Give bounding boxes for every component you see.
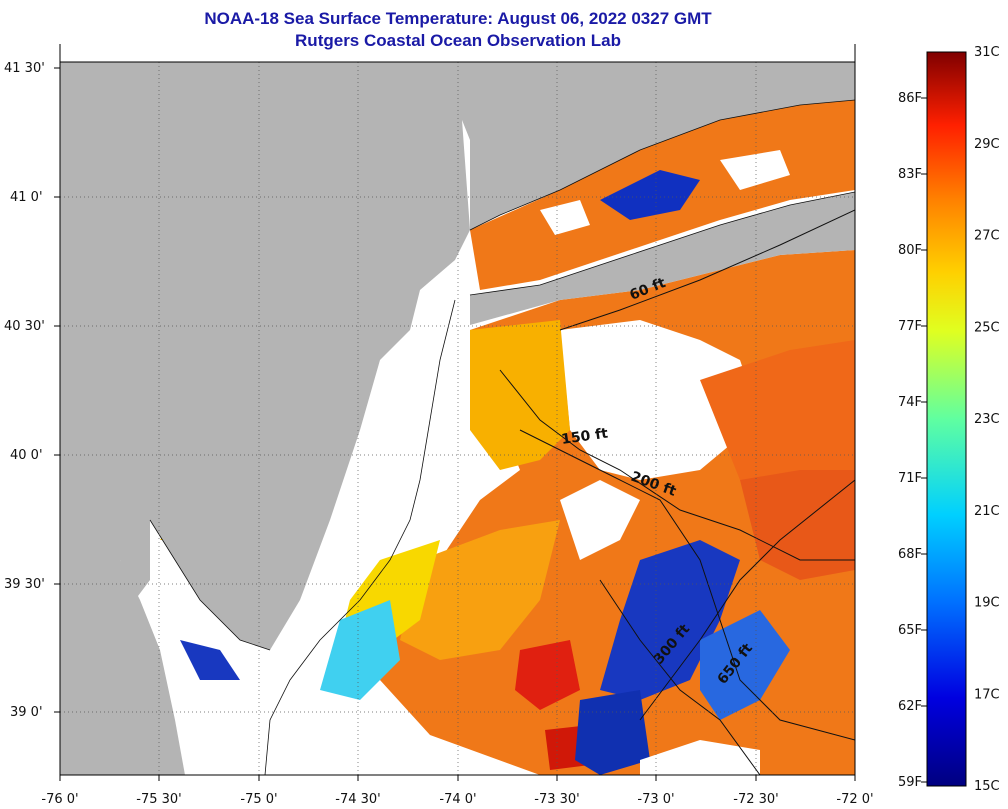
colorbar-celsius-label: 15C	[974, 779, 1000, 794]
colorbar-celsius-label: 25C	[974, 320, 1000, 335]
x-tick-label: -76 0'	[41, 792, 78, 807]
tick-marks	[54, 44, 856, 781]
contour-label-150ft: 150 ft	[560, 426, 609, 448]
colorbar-fahrenheit-label: 65F	[898, 623, 922, 638]
map-title: NOAA-18 Sea Surface Temperature: August …	[204, 9, 712, 28]
x-tick-label: -75 30'	[136, 792, 181, 807]
colorbar-celsius-label: 31C	[974, 45, 1000, 60]
sst-field	[320, 250, 855, 775]
x-tick-label: -74 30'	[335, 792, 380, 807]
x-tick-label: -72 0'	[836, 792, 873, 807]
x-tick-label: -74 0'	[439, 792, 476, 807]
colorbar-celsius-label: 27C	[974, 229, 1000, 244]
long-island-sound-sst	[470, 100, 855, 290]
x-tick-label: -73 0'	[637, 792, 674, 807]
colorbar-fahrenheit-label: 83F	[898, 167, 922, 182]
colorbar-fahrenheit-label: 68F	[898, 547, 922, 562]
y-tick-label: 41 30'	[4, 61, 45, 76]
colorbar-celsius-label: 17C	[974, 687, 1000, 702]
coastline	[149, 99, 855, 775]
colorbar-gradient	[926, 51, 967, 787]
colorbar-fahrenheit-label: 71F	[898, 471, 922, 486]
depth-contours	[499, 209, 855, 775]
y-tick-label: 41 0'	[10, 190, 43, 205]
colorbar-celsius-label: 21C	[974, 504, 1000, 519]
colorbar-fahrenheit-label: 80F	[898, 243, 922, 258]
y-tick-label: 39 0'	[10, 705, 43, 720]
colorbar-celsius-label: 19C	[974, 596, 1000, 611]
colorbar-fahrenheit-label: 86F	[898, 91, 922, 106]
x-tick-label: -75 0'	[240, 792, 277, 807]
colorbar-fahrenheit-label: 62F	[898, 699, 922, 714]
colorbar-fahrenheit-label: 77F	[898, 319, 922, 334]
y-tick-label: 39 30'	[4, 577, 45, 592]
x-tick-label: -73 30'	[534, 792, 579, 807]
y-tick-label: 40 0'	[10, 448, 43, 463]
colorbar: 31C 29C 27C 25C 23C 21C 19C 17C 15C 86F 83F 80F 77F…	[898, 45, 1000, 794]
y-tick-label: 40 30'	[4, 319, 45, 334]
graticule	[60, 62, 855, 775]
map-subtitle: Rutgers Coastal Ocean Observation Lab	[295, 31, 621, 50]
x-tick-label: -72 30'	[733, 792, 778, 807]
colorbar-fahrenheit-label: 74F	[898, 395, 922, 410]
colorbar-celsius-label: 29C	[974, 137, 1000, 152]
colorbar-celsius-label: 23C	[974, 412, 1000, 427]
colorbar-fahrenheit-label: 59F	[898, 775, 922, 790]
